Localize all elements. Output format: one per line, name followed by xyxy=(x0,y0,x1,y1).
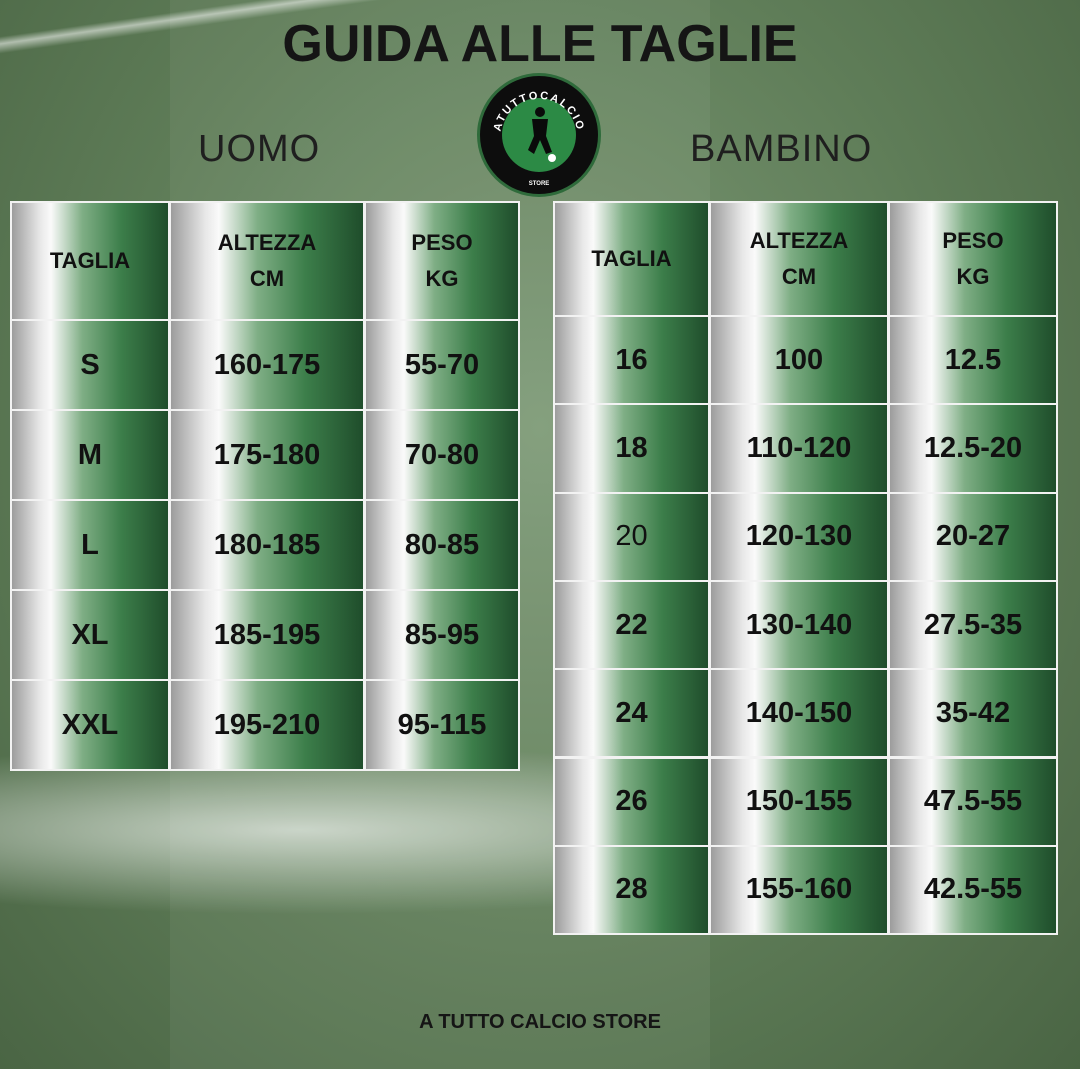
cell-taglia: 26 xyxy=(553,756,710,847)
cell-peso: 95-115 xyxy=(364,679,520,771)
cell-altezza: 150-155 xyxy=(709,756,889,847)
footer-store-name: A TUTTO CALCIO STORE xyxy=(419,1011,661,1033)
cell-peso: 12.5-20 xyxy=(888,403,1058,494)
page-title: GUIDA ALLE TAGLIE xyxy=(282,15,798,73)
cell-peso: 20-27 xyxy=(888,491,1058,582)
cell-altezza: 140-150 xyxy=(709,668,889,759)
cell-altezza: 110-120 xyxy=(709,403,889,494)
store-logo: ATUTTOCALCIO STORE xyxy=(480,76,598,194)
cell-taglia: XL xyxy=(10,589,170,681)
uomo-label: UOMO xyxy=(198,128,321,170)
cell-altezza: 120-130 xyxy=(709,491,889,582)
cell-altezza: 160-175 xyxy=(169,319,365,411)
cell-peso: 35-42 xyxy=(888,668,1058,759)
cell-altezza: 100 xyxy=(709,314,889,406)
cell-taglia: S xyxy=(10,319,170,411)
cell-altezza: 195-210 xyxy=(169,679,365,771)
cell-altezza: 175-180 xyxy=(169,409,365,501)
cell-peso: 47.5-55 xyxy=(888,756,1058,847)
cell-peso: 85-95 xyxy=(364,589,520,681)
cell-taglia: 28 xyxy=(553,844,710,936)
cell-peso: 42.5-55 xyxy=(888,844,1058,936)
cell-taglia: 18 xyxy=(553,403,710,494)
cell-taglia: 16 xyxy=(553,314,710,406)
cell-peso: 12.5 xyxy=(888,314,1058,406)
cell-taglia: L xyxy=(10,499,170,591)
cell-peso: 80-85 xyxy=(364,499,520,591)
cell-altezza: 185-195 xyxy=(169,589,365,681)
header-taglia: TAGLIA xyxy=(553,201,710,317)
cell-taglia: 24 xyxy=(553,668,710,759)
cell-peso: 27.5-35 xyxy=(888,579,1058,671)
soccer-ball-icon xyxy=(548,154,556,162)
soccer-player-icon xyxy=(528,107,552,154)
header-peso: PESO KG xyxy=(888,201,1058,317)
cell-altezza: 130-140 xyxy=(709,579,889,671)
cell-taglia: XXL xyxy=(10,679,170,771)
header-peso: PESO KG xyxy=(364,201,520,321)
header-altezza: ALTEZZA CM xyxy=(709,201,889,317)
cell-taglia: M xyxy=(10,409,170,501)
header-altezza: ALTEZZA CM xyxy=(169,201,365,321)
header-taglia: TAGLIA xyxy=(10,201,170,321)
cell-altezza: 180-185 xyxy=(169,499,365,591)
cell-taglia: 22 xyxy=(553,579,710,671)
cell-altezza: 155-160 xyxy=(709,844,889,936)
cell-taglia: 20 xyxy=(553,491,710,582)
cell-peso: 55-70 xyxy=(364,319,520,411)
cell-peso: 70-80 xyxy=(364,409,520,501)
logo-subtext: STORE xyxy=(529,181,550,187)
bambino-label: BAMBINO xyxy=(690,128,873,170)
